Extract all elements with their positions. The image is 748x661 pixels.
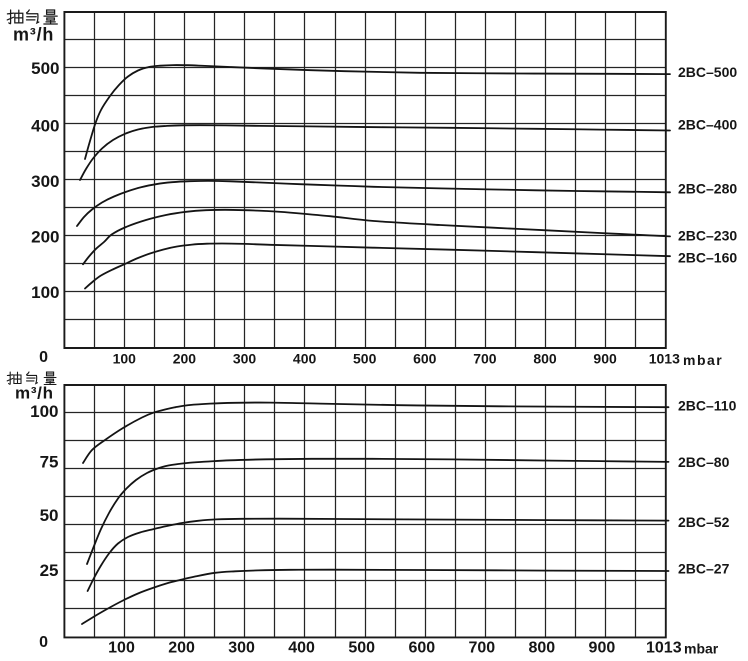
svg-text:500: 500	[348, 640, 375, 657]
svg-text:300: 300	[228, 640, 255, 657]
svg-text:700: 700	[473, 351, 497, 367]
svg-text:400: 400	[288, 640, 315, 657]
svg-text:900: 900	[589, 640, 616, 657]
svg-text:200: 200	[173, 351, 197, 367]
svg-text:400: 400	[293, 351, 317, 367]
svg-text:200: 200	[168, 640, 195, 657]
svg-text:2BC–27: 2BC–27	[678, 561, 730, 577]
svg-text:900: 900	[593, 351, 617, 367]
svg-text:300: 300	[31, 172, 59, 191]
svg-text:0: 0	[39, 349, 48, 366]
svg-text:2BC–110: 2BC–110	[678, 398, 737, 414]
svg-text:500: 500	[31, 59, 59, 78]
svg-text:2BC–400: 2BC–400	[678, 117, 737, 133]
svg-text:2BC–230: 2BC–230	[678, 228, 737, 244]
svg-text:2BC–160: 2BC–160	[678, 250, 737, 266]
svg-text:50: 50	[40, 506, 59, 525]
svg-text:2BC–280: 2BC–280	[678, 181, 737, 197]
svg-text:100: 100	[30, 402, 58, 421]
svg-text:400: 400	[31, 117, 59, 136]
svg-text:100: 100	[113, 351, 137, 367]
svg-text:800: 800	[528, 640, 555, 657]
svg-text:mbar: mbar	[683, 352, 723, 368]
svg-text:600: 600	[408, 640, 435, 657]
svg-text:600: 600	[413, 351, 437, 367]
svg-text:1013: 1013	[649, 351, 680, 367]
svg-text:25: 25	[40, 561, 59, 580]
svg-text:2BC–500: 2BC–500	[678, 64, 737, 80]
svg-text:2BC–52: 2BC–52	[678, 514, 730, 530]
svg-text:800: 800	[533, 351, 557, 367]
svg-text:100: 100	[31, 283, 59, 302]
svg-text:100: 100	[108, 640, 135, 657]
svg-text:300: 300	[233, 351, 257, 367]
svg-text:500: 500	[353, 351, 377, 367]
svg-text:0: 0	[39, 634, 48, 651]
svg-text:75: 75	[40, 453, 59, 472]
svg-text:2BC–80: 2BC–80	[678, 454, 730, 470]
svg-text:700: 700	[468, 640, 495, 657]
svg-text:m³/h: m³/h	[15, 384, 54, 403]
svg-text:200: 200	[31, 228, 59, 247]
svg-text:mbar: mbar	[684, 641, 719, 657]
svg-text:m³/h: m³/h	[13, 25, 54, 45]
svg-text:1013: 1013	[646, 640, 682, 657]
